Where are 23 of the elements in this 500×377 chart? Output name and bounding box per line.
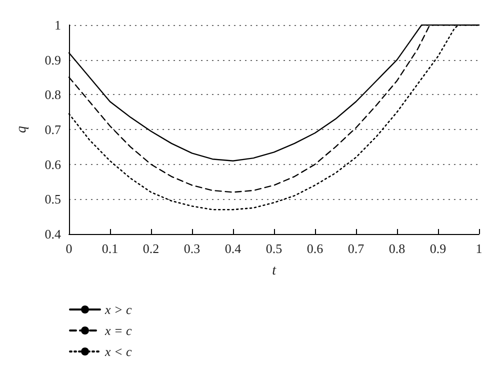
y-tick-label: 0.6 bbox=[44, 156, 62, 172]
y-tick-label: 0.7 bbox=[44, 122, 62, 137]
y-tick-label: 1 bbox=[54, 18, 61, 32]
y-tick-label: 0.5 bbox=[44, 192, 61, 207]
x-tick-label: 1 bbox=[476, 241, 482, 256]
x-tick-label: 0.8 bbox=[388, 241, 406, 256]
x-tick-label: 0.5 bbox=[266, 241, 282, 256]
x-tick-label: 0 bbox=[66, 241, 72, 256]
y-tick-label: 0.9 bbox=[44, 52, 61, 68]
legend-label: x < c bbox=[104, 344, 132, 359]
legend-label: x > c bbox=[104, 302, 132, 317]
x-tick-label: 0.4 bbox=[224, 241, 242, 256]
x-tick-label: 0.6 bbox=[306, 241, 324, 256]
legend-label: x = c bbox=[104, 323, 132, 338]
x-tick-label: 0.7 bbox=[348, 241, 365, 256]
y-tick-label: 0.8 bbox=[44, 87, 61, 102]
y-tick-label: 0.4 bbox=[44, 226, 62, 242]
x-axis-title: t bbox=[272, 264, 278, 278]
x-tick-label: 0.9 bbox=[430, 241, 446, 256]
y-axis-title: q bbox=[14, 126, 30, 133]
x-tick-label: 0.1 bbox=[102, 241, 118, 256]
x-tick-label: 0.2 bbox=[142, 241, 160, 256]
x-tick-label: 0.3 bbox=[184, 241, 200, 256]
